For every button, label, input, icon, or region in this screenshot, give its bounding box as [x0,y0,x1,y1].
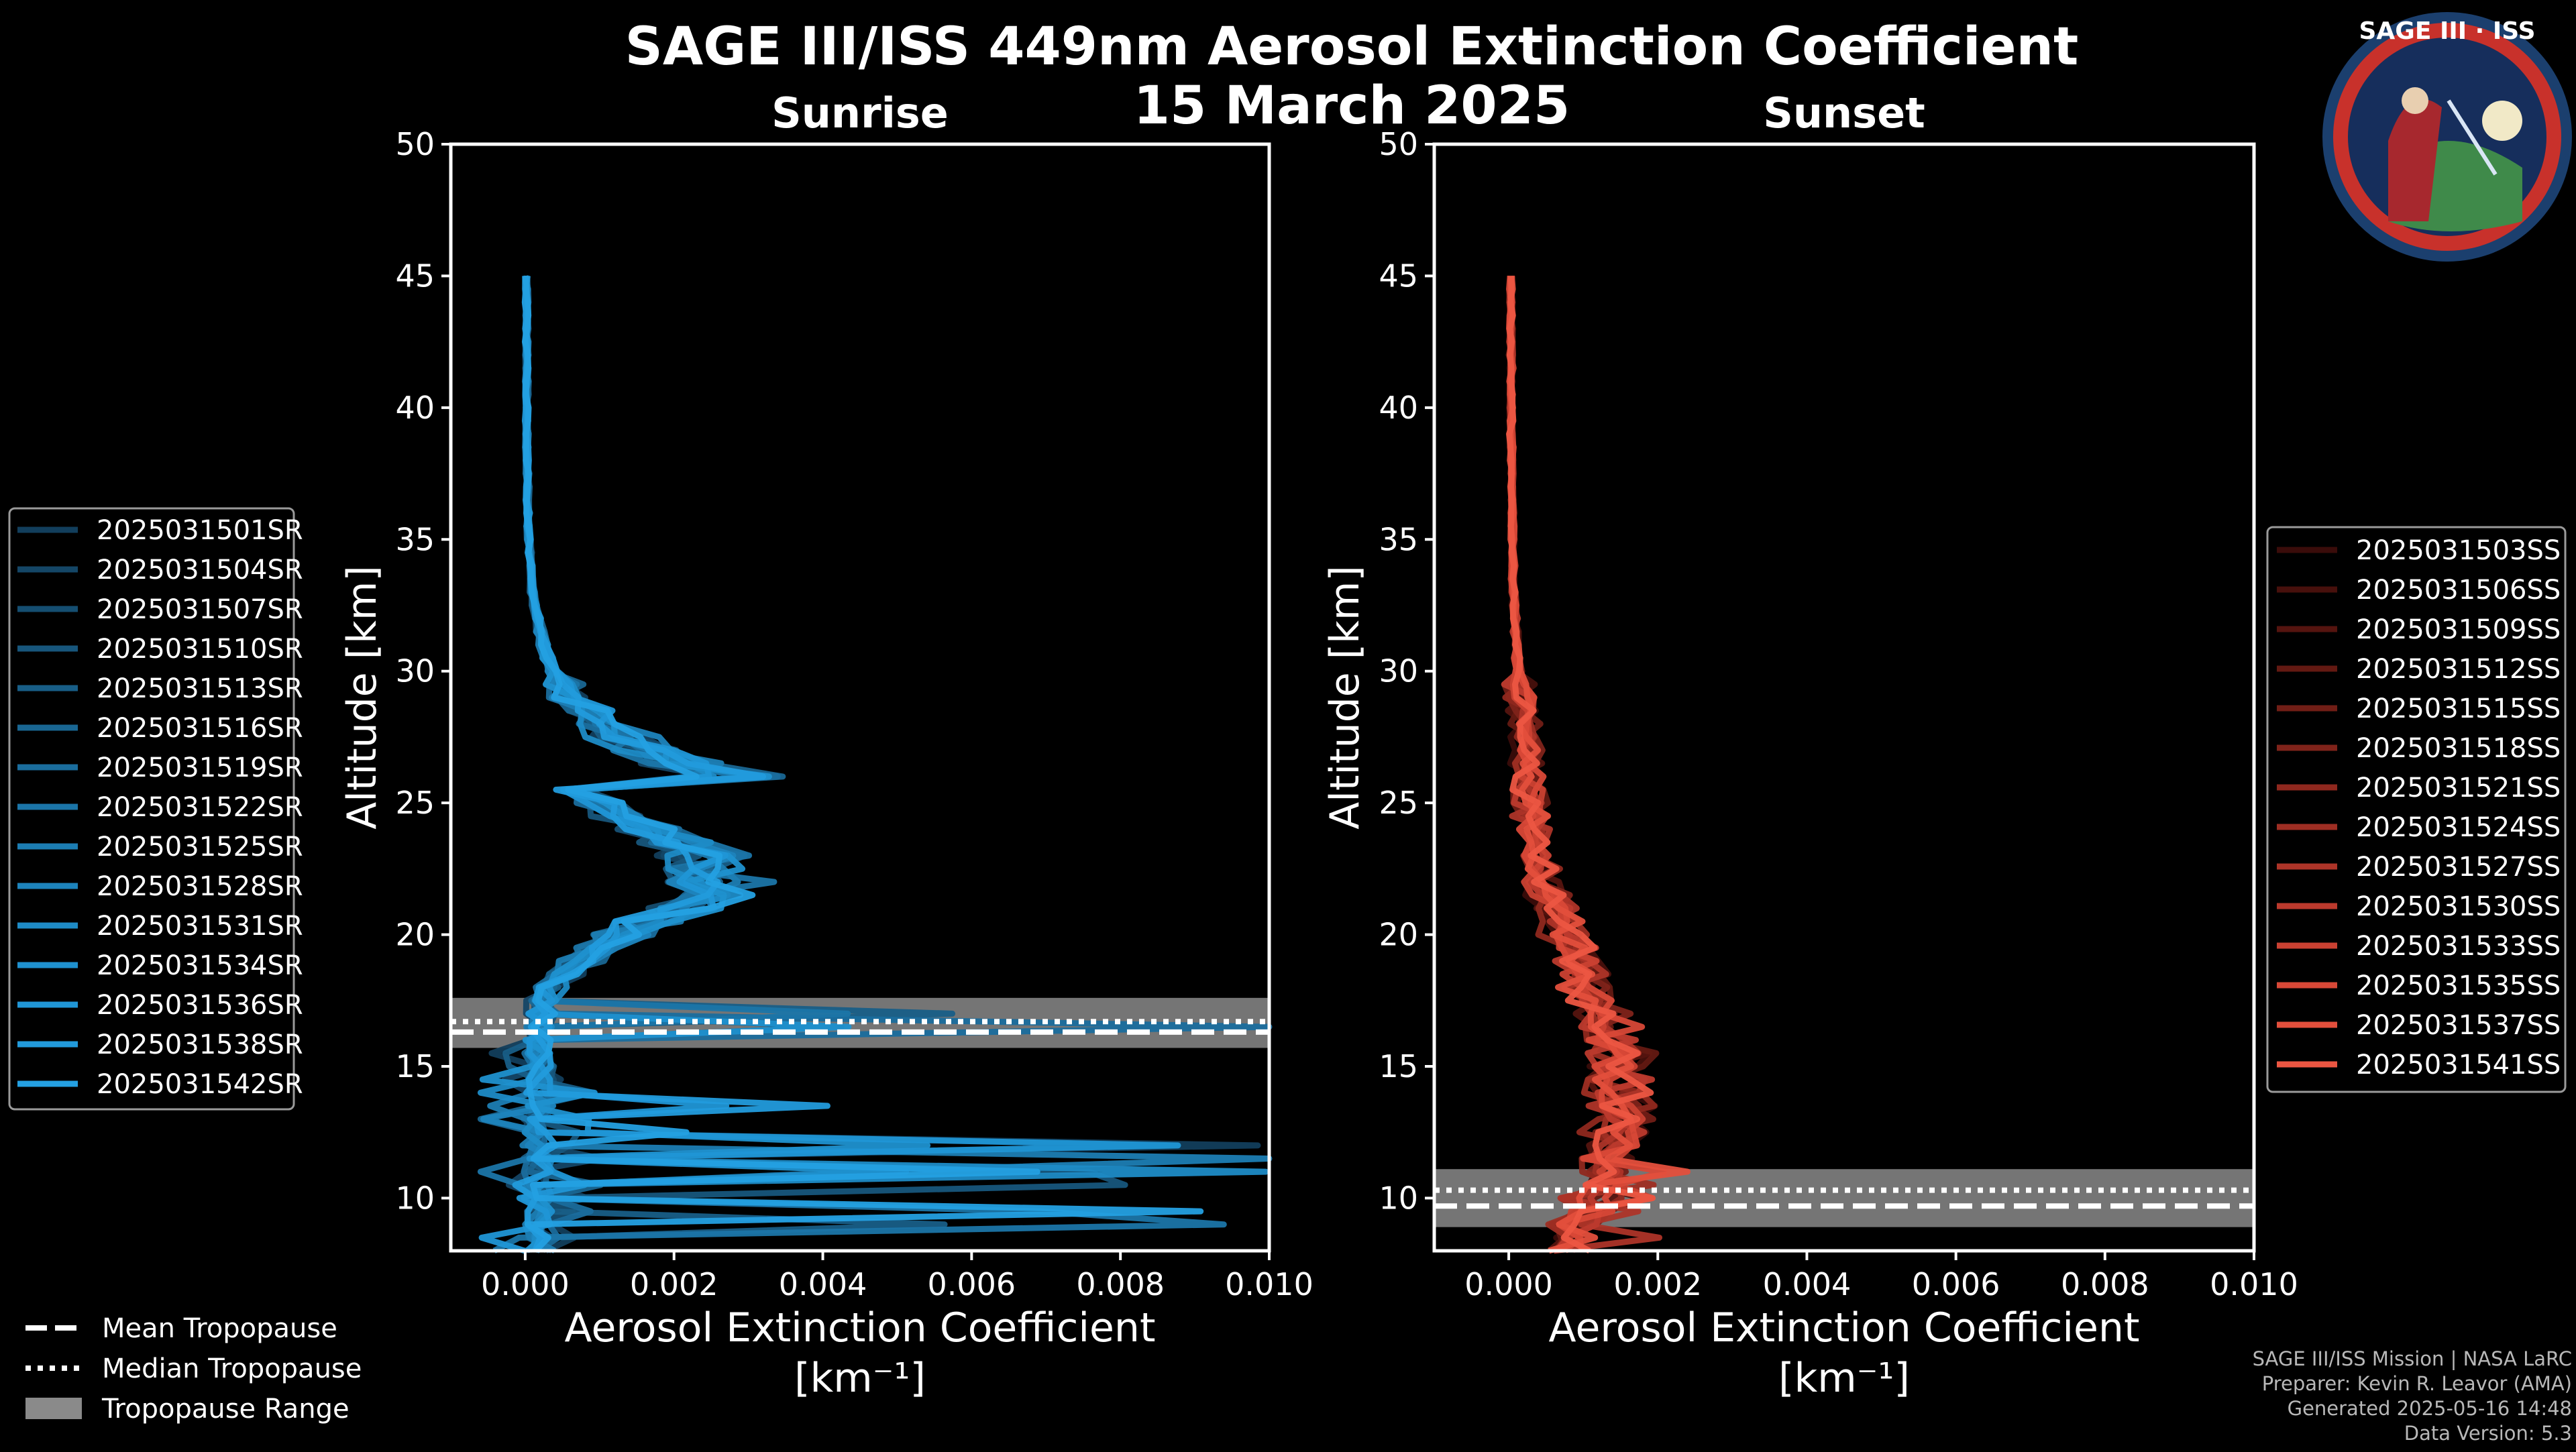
sunrise-legend-label: 2025031525SR [97,832,303,862]
sunset-xtick-label: 0.002 [1613,1266,1702,1302]
tropopause-legend-label: Median Tropopause [102,1353,362,1384]
figure-date: 15 March 2025 [1134,76,1570,136]
sunrise-ytick-label: 25 [395,785,435,821]
credit-line: Preparer: Kevin R. Leavor (AMA) [2261,1372,2572,1395]
sunrise-ylabel: Altitude [km] [339,565,386,830]
sunrise-legend-label: 2025031513SR [97,673,303,704]
sunrise-axes-frame [449,142,1271,1253]
credit-line: Data Version: 5.3 [2404,1422,2572,1445]
sunrise-profile-line [522,276,1204,1253]
sunset-legend: 2025031503SS 2025031506SS 2025031509SS 2025… [2266,526,2567,1093]
sunrise-ytick-label: 50 [395,126,435,162]
sunset-legend-label: 2025031527SS [2356,852,2561,883]
sunrise-legend-label: 2025031510SR [97,634,303,665]
sunrise-legend-label: 2025031534SR [97,950,303,981]
sunrise-ytick-label: 40 [395,390,435,426]
credit-line: SAGE III/ISS Mission | NASA LaRC [2252,1347,2572,1370]
sunrise-legend-label: 2025031516SR [97,713,303,744]
sunset-legend-label: 2025031515SS [2356,693,2561,724]
sunset-ytick-label: 35 [1379,521,1418,557]
sunset-legend-label: 2025031518SS [2356,733,2561,764]
sunrise-legend-label: 2025031501SR [97,515,303,546]
sunset-panel: 0.000 0.002 0.004 0.006 0.008 0.010 10 15 20 25 3… [1322,126,2298,1402]
sunset-legend-label: 2025031506SS [2356,575,2561,606]
sunrise-ytick-label: 30 [395,653,435,689]
sunset-legend-label: 2025031503SS [2356,535,2561,566]
sunset-xtick-label: 0.000 [1464,1266,1553,1302]
sunset-ytick-label: 50 [1379,126,1418,162]
sunset-xunit: [km⁻¹] [1778,1355,1910,1402]
sunset-legend-label: 2025031537SS [2356,1010,2561,1041]
sunset-legend-label: 2025031512SS [2356,654,2561,685]
credit-line: Generated 2025-05-16 14:48 [2287,1397,2572,1420]
sunrise-xtick-label: 0.000 [481,1266,570,1302]
sunset-legend-label: 2025031530SS [2356,891,2561,922]
sunset-ytick-label: 30 [1379,653,1418,689]
sunset-ytick-label: 10 [1379,1180,1418,1216]
sunset-ylabel: Altitude [km] [1322,565,1368,830]
sunrise-ytick-label: 15 [395,1048,435,1084]
sunrise-legend-label: 2025031538SR [97,1029,303,1060]
sunrise-legend-label: 2025031528SR [97,871,303,902]
sunrise-ytick-label: 35 [395,521,435,557]
sage-iii-iss-logo-icon: SAGE III · ISS [2322,12,2572,262]
sunrise-panel-title: Sunrise [771,89,949,137]
sunrise-ytick-label: 10 [395,1180,435,1216]
sunrise-xtick-label: 0.008 [1076,1266,1165,1302]
sunrise-ytick-label: 45 [395,258,435,294]
sunset-xtick-label: 0.004 [1763,1266,1851,1302]
sunrise-xtick-label: 0.004 [779,1266,867,1302]
sunrise-legend-label: 2025031542SR [97,1069,303,1100]
sunset-ytick-label: 25 [1379,785,1418,821]
sunrise-legend-label: 2025031531SR [97,911,303,942]
sunset-xtick-label: 0.010 [2210,1266,2298,1302]
sunset-ytick-label: 45 [1379,258,1418,294]
sunset-legend-label: 2025031535SS [2356,970,2561,1001]
sunset-xlabel: Aerosol Extinction Coefficient [1549,1304,2140,1351]
sunrise-legend-label: 2025031519SR [97,752,303,783]
sunrise-panel: 0.000 0.002 0.004 0.006 0.008 0.010 10 15 20 25 3… [339,126,1313,1402]
sunset-legend-label: 2025031533SS [2356,931,2561,962]
sunset-xtick-label: 0.006 [1912,1266,2000,1302]
tropopause-range-legend-swatch [25,1398,82,1419]
sunrise-xtick-label: 0.010 [1225,1266,1313,1302]
sunset-xtick-label: 0.008 [2061,1266,2149,1302]
sunset-ytick-label: 15 [1379,1048,1418,1084]
sunrise-legend: 2025031501SR 2025031504SR 2025031507SR 2025… [8,507,303,1111]
tropopause-legend-label: Mean Tropopause [102,1313,337,1344]
sunset-ytick-label: 20 [1379,917,1418,953]
sunset-axes-frame [1432,142,2256,1253]
sunrise-xtick-label: 0.002 [630,1266,718,1302]
tropopause-legend: Mean Tropopause Median Tropopause Tropopau… [25,1313,362,1425]
sunset-legend-label: 2025031541SS [2356,1050,2561,1080]
sunrise-ytick-label: 20 [395,917,435,953]
sunset-ytick-label: 40 [1379,390,1418,426]
credits-block: SAGE III/ISS Mission | NASA LaRC Prepare… [2253,1347,2572,1446]
sunrise-xtick-label: 0.006 [928,1266,1016,1302]
sunset-legend-label: 2025031509SS [2356,614,2561,645]
sunset-profile-line [1506,276,1656,1254]
sunset-legend-label: 2025031521SS [2356,773,2561,803]
tropopause-legend-label: Tropopause Range [101,1394,350,1425]
sunrise-legend-label: 2025031522SR [97,792,303,823]
sunset-legend-label: 2025031524SS [2356,812,2561,843]
figure-title: SAGE III/ISS 449nm Aerosol Extinction Co… [625,17,2079,77]
sunrise-legend-label: 2025031536SR [97,990,303,1021]
sunrise-legend-label: 2025031504SR [97,555,303,585]
sunrise-xunit: [km⁻¹] [794,1355,926,1402]
sunrise-legend-label: 2025031507SR [97,594,303,625]
logo-text: SAGE III · ISS [2359,17,2535,45]
sunset-panel-title: Sunset [1763,89,1925,137]
sunrise-xlabel: Aerosol Extinction Coefficient [565,1304,1156,1351]
